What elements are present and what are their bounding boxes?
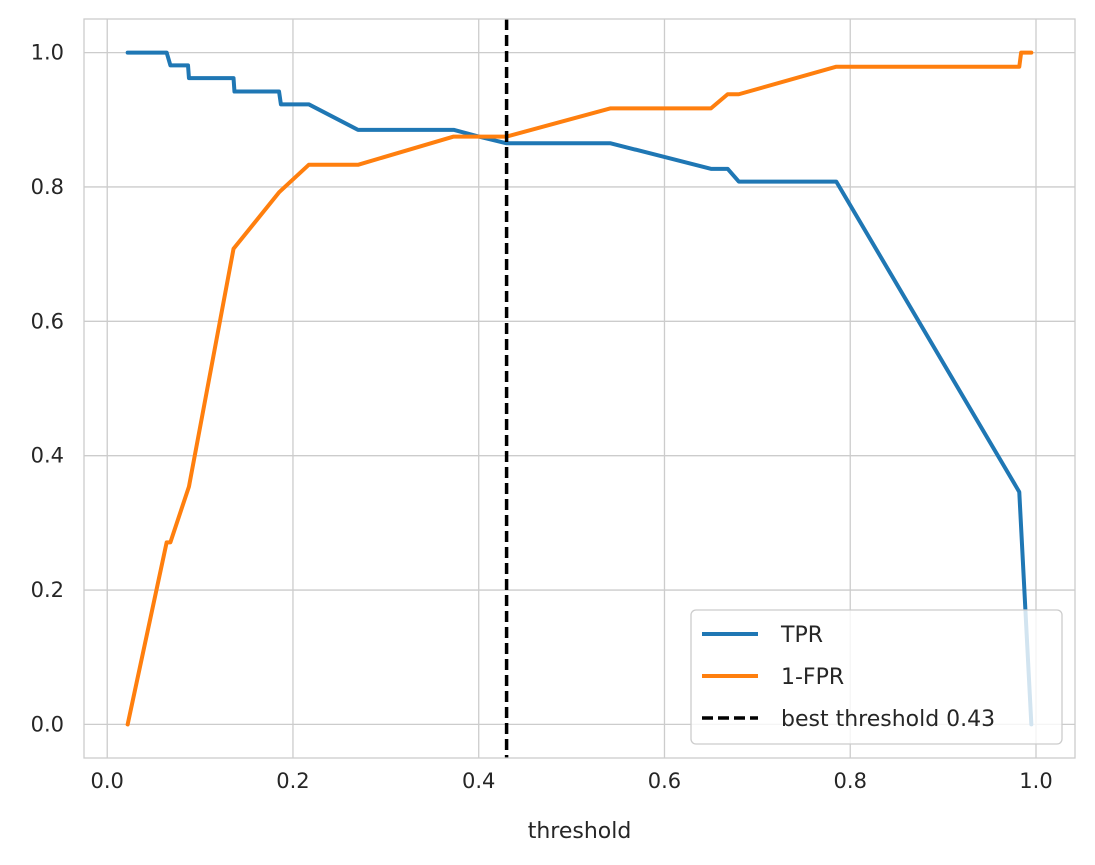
plot-frame: [83, 18, 1076, 759]
series-line-1-fpr: [125, 50, 1034, 727]
x-tick-label: 1.0: [1019, 769, 1052, 793]
legend-box: [690, 609, 1063, 745]
x-tick-label: 0.6: [648, 769, 681, 793]
x-axis-ticks: 0.0 0.2 0.4 0.6 0.8 1.0: [91, 769, 1053, 793]
x-axis-label: threshold: [528, 819, 632, 844]
y-tick-label: 0.0: [31, 712, 64, 736]
legend-label: 1-FPR: [781, 665, 844, 690]
x-tick-label: 0.0: [91, 769, 124, 793]
x-tick-label: 0.8: [834, 769, 867, 793]
y-tick-label: 0.6: [31, 309, 64, 333]
y-tick-label: 1.0: [31, 41, 64, 65]
y-tick-label: 0.8: [31, 175, 64, 199]
y-tick-label: 0.2: [31, 578, 64, 602]
grid: [84, 19, 1075, 758]
y-axis-ticks: 0.0 0.2 0.4 0.6 0.8 1.0: [31, 41, 64, 737]
plot-lines: [125, 19, 1034, 758]
series-line-tpr: [125, 50, 1034, 727]
y-tick-label: 0.4: [31, 444, 64, 468]
legend-label: TPR: [780, 623, 823, 648]
x-tick-label: 0.4: [462, 769, 495, 793]
legend: TPR 1-FPR best threshold 0.43: [690, 609, 1063, 745]
legend-label: best threshold 0.43: [781, 707, 995, 732]
x-tick-label: 0.2: [276, 769, 309, 793]
